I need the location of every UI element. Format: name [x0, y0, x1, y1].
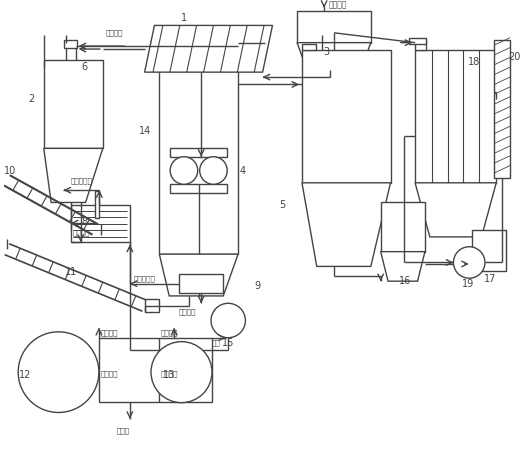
- Text: 助燃空气: 助燃空气: [179, 308, 197, 315]
- Bar: [494, 40, 510, 178]
- Text: 非磁物料: 非磁物料: [161, 330, 178, 336]
- Text: 5: 5: [279, 200, 286, 210]
- Text: 15: 15: [222, 338, 234, 348]
- Polygon shape: [415, 183, 496, 237]
- Text: 11: 11: [65, 267, 77, 277]
- Text: 6: 6: [81, 62, 87, 72]
- Text: 尾矿: 尾矿: [212, 339, 220, 346]
- Text: 还原后煤气: 还原后煤气: [71, 177, 93, 184]
- Circle shape: [454, 247, 485, 278]
- Text: 还原煤气: 还原煤气: [72, 230, 90, 236]
- Circle shape: [200, 157, 227, 184]
- Text: 20: 20: [509, 52, 521, 62]
- Polygon shape: [145, 25, 272, 72]
- Bar: [472, 230, 506, 271]
- Bar: [145, 299, 160, 311]
- Text: 含水赤泥: 含水赤泥: [329, 0, 348, 9]
- Bar: [415, 40, 426, 50]
- Text: 强磁物料: 强磁物料: [100, 370, 118, 377]
- Bar: [71, 205, 130, 242]
- Bar: [415, 50, 496, 183]
- Bar: [95, 191, 99, 218]
- Text: 9: 9: [254, 281, 261, 291]
- Text: 10: 10: [4, 166, 16, 176]
- Text: 2: 2: [28, 94, 34, 104]
- Text: 13: 13: [163, 370, 175, 380]
- Polygon shape: [381, 252, 425, 281]
- Text: 还原后煤气: 还原后煤气: [133, 276, 155, 282]
- Bar: [409, 38, 427, 44]
- Text: 14: 14: [138, 126, 151, 136]
- Circle shape: [18, 332, 99, 413]
- Circle shape: [170, 157, 198, 184]
- Text: 3: 3: [323, 48, 330, 58]
- Bar: [179, 274, 223, 293]
- Polygon shape: [44, 148, 103, 202]
- Text: 高温烟气: 高温烟气: [105, 30, 123, 36]
- Bar: [99, 338, 212, 402]
- Bar: [381, 202, 425, 252]
- Text: 19: 19: [462, 279, 474, 289]
- Bar: [317, 68, 351, 77]
- Bar: [170, 148, 227, 157]
- Polygon shape: [297, 43, 371, 69]
- Text: 8: 8: [81, 217, 87, 227]
- Text: 弱性物料: 弱性物料: [161, 370, 178, 377]
- Text: 12: 12: [19, 370, 31, 380]
- Bar: [170, 184, 227, 193]
- Bar: [160, 35, 238, 254]
- Polygon shape: [160, 254, 238, 296]
- Text: 弱磁物料: 弱磁物料: [100, 330, 118, 336]
- Bar: [297, 10, 371, 43]
- Bar: [65, 40, 77, 48]
- Polygon shape: [160, 350, 195, 379]
- Bar: [302, 44, 316, 50]
- Text: 17: 17: [484, 274, 497, 284]
- Circle shape: [211, 303, 245, 338]
- Text: 16: 16: [399, 276, 411, 286]
- Bar: [44, 60, 103, 148]
- Bar: [302, 50, 391, 183]
- Text: 4: 4: [240, 166, 246, 176]
- Text: 1: 1: [181, 13, 187, 23]
- Text: 18: 18: [468, 57, 480, 67]
- Text: 铁精矿: 铁精矿: [117, 428, 130, 434]
- Polygon shape: [26, 340, 58, 404]
- Polygon shape: [302, 183, 391, 266]
- Circle shape: [151, 342, 212, 403]
